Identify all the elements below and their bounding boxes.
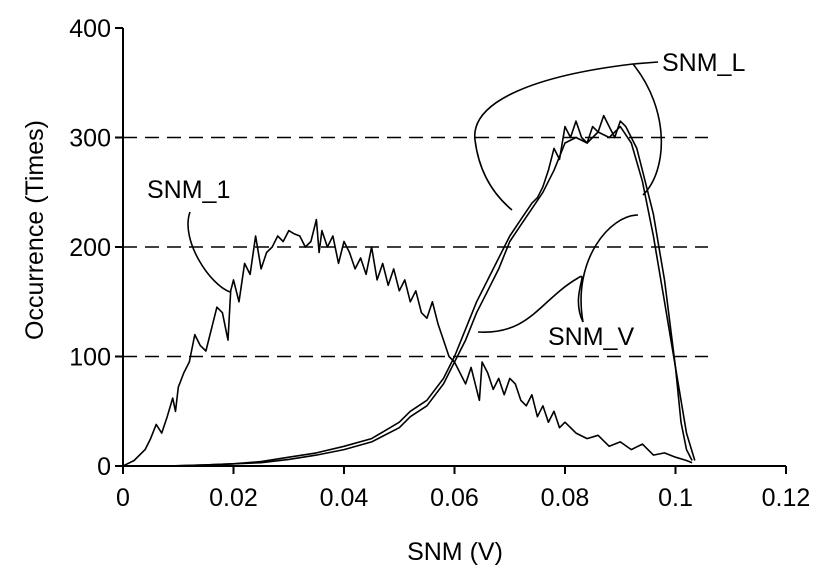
x-tick-label: 0.06 [430, 484, 479, 512]
series-label-snm-v: SNM_V [548, 323, 634, 351]
y-tick-label: 0 [97, 453, 111, 481]
x-tick-label: 0.02 [209, 484, 258, 512]
x-tick-label: 0.08 [541, 484, 590, 512]
y-tick-label: 400 [69, 15, 111, 43]
series-line-snm-v [167, 125, 696, 467]
snm-v-leader-line-2 [477, 275, 584, 333]
y-axis-title: Occurrence (Times) [21, 120, 49, 340]
x-axis-title: SNM (V) [407, 538, 503, 566]
x-tick-label: 0.1 [658, 484, 693, 512]
series-label-snm-l: SNM_L [662, 49, 745, 77]
series-labels: SNM_1 SNM_L SNM_V [147, 49, 745, 351]
snm-1-leader-line [187, 211, 231, 293]
x-tick-label: 0 [116, 484, 130, 512]
series-lines [122, 114, 696, 467]
axis-titles: SNM (V) Occurrence (Times) [21, 120, 503, 566]
snm-l-leader-line-2 [632, 63, 663, 196]
y-tick-label: 200 [69, 234, 111, 262]
snm-v-leader-line [580, 214, 639, 323]
axis-ticks: 0 0.02 0.04 0.06 0.08 0.1 0.12 0 100 200 300 400 [69, 15, 810, 512]
gridlines [123, 136, 708, 358]
x-tick-label: 0.04 [320, 484, 369, 512]
label-leaders [187, 61, 663, 333]
series-line-snm-1 [122, 218, 693, 467]
series-label-snm-1: SNM_1 [147, 176, 230, 204]
y-tick-label: 300 [69, 125, 111, 153]
snm-l-leader-line [474, 61, 659, 211]
y-tick-label: 100 [69, 344, 111, 372]
series-line-snm-l [167, 114, 693, 467]
x-tick-label: 0.12 [762, 484, 811, 512]
